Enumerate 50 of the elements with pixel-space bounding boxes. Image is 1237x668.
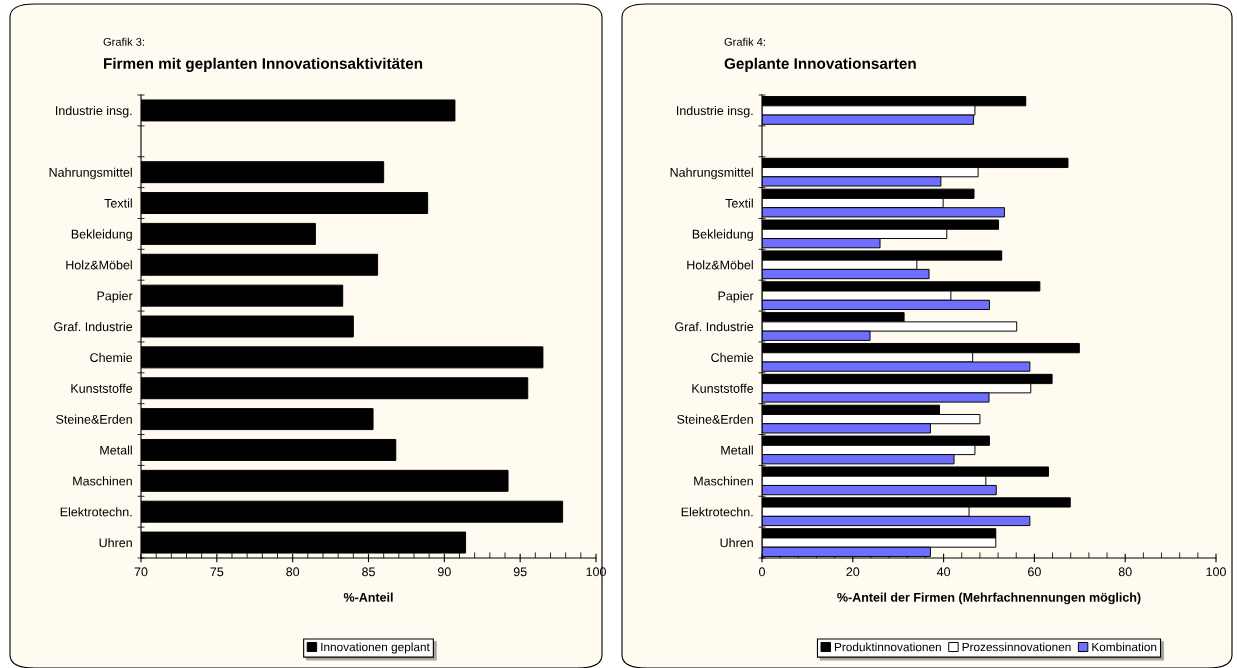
y-tick-label: Maschinen: [694, 476, 753, 486]
y-tick-label: Bekleidung: [692, 229, 753, 242]
x-axis-title: %-Anteil: [343, 592, 393, 602]
y-tick-label: Nahrungsmittel: [670, 167, 753, 180]
legend-label: Innovationen geplant: [321, 642, 430, 654]
x-tick-label: 60: [1028, 567, 1041, 577]
y-tick-label: Bekleidung: [71, 229, 132, 242]
y-tick-label: Maschinen: [73, 476, 132, 486]
y-tick-label: Steine&Erden: [677, 414, 753, 424]
legend-label: Produktinnovationen: [834, 642, 941, 652]
y-tick-label: Nahrungsmittel: [49, 167, 132, 180]
y-tick-label: Elektrotechn.: [60, 507, 132, 517]
x-tick-label: 90: [437, 567, 451, 577]
chart-title: Firmen mit geplanten Innovationsaktivitäten: [104, 57, 423, 72]
chart-title: Geplante Innovationsarten: [724, 57, 916, 72]
y-tick-label: Uhren: [99, 538, 132, 548]
y-tick-label: Holz&Möbel: [687, 260, 753, 270]
y-tick-label: Textil: [725, 198, 753, 208]
chart-subtitle: Grafik 4:: [724, 37, 765, 46]
y-tick-label: Papier: [97, 291, 133, 303]
y-tick-label: Textil: [104, 198, 132, 208]
y-tick-label: Chemie: [90, 352, 133, 363]
y-tick-label: Graf. Industrie: [54, 321, 133, 332]
y-tick-label: Uhren: [720, 538, 753, 548]
x-tick-label: 80: [1118, 567, 1132, 577]
y-tick-label: Steine&Erden: [56, 414, 132, 424]
x-tick-label: 75: [210, 567, 224, 577]
y-tick-label: Metall: [100, 445, 132, 455]
x-tick-label: 80: [286, 567, 300, 577]
y-tick-label: Kunststoffe: [692, 383, 754, 393]
y-tick-label: Elektrotechn.: [681, 507, 753, 517]
y-tick-label: Chemie: [711, 352, 754, 363]
x-axis-title: %-Anteil der Firmen (Mehrfachnennungen möglich): [837, 592, 1141, 605]
legend-label: Prozessinnovationen: [962, 642, 1071, 652]
x-tick-label: 70: [134, 567, 148, 577]
legend-label: Kombination: [1092, 642, 1157, 652]
x-tick-label: 40: [936, 567, 951, 577]
y-tick-label: Kunststoffe: [71, 383, 133, 393]
x-tick-label: 95: [513, 567, 527, 577]
y-tick-label: Papier: [718, 291, 754, 303]
x-tick-label: 100: [1206, 567, 1226, 577]
x-tick-label: 0: [759, 567, 765, 577]
y-tick-label: Metall: [721, 445, 753, 455]
y-tick-label: Graf. Industrie: [675, 321, 754, 332]
x-tick-label: 85: [362, 567, 375, 577]
y-tick-label: Holz&Möbel: [66, 260, 132, 270]
y-tick-label: Industrie insg.: [56, 105, 132, 118]
chart-subtitle: Grafik 3:: [103, 37, 144, 46]
y-tick-label: Industrie insg.: [677, 105, 753, 118]
x-tick-label: 20: [846, 567, 860, 577]
